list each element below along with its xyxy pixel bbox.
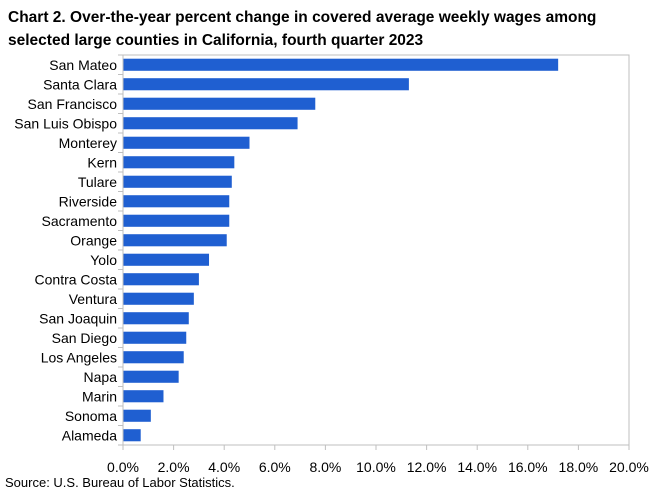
x-tick-label: 20.0% <box>609 459 649 475</box>
bar-yolo <box>123 253 210 266</box>
category-label: Santa Clara <box>43 76 117 92</box>
chart-title: Chart 2. Over-the-year percent change in… <box>8 9 597 49</box>
plot-area-border <box>122 54 630 446</box>
bar-san-francisco <box>123 97 316 110</box>
category-label: Monterey <box>59 135 117 151</box>
x-tick-label: 4.0% <box>208 459 240 475</box>
category-label: Riverside <box>59 193 118 209</box>
y-axis-ticks-group <box>118 54 123 446</box>
category-labels-group: San Mateo Santa Clara San Francisco San Lui… <box>14 57 117 444</box>
bar-san-diego <box>123 331 187 344</box>
bar-ventura <box>123 292 194 305</box>
bar-monterey <box>123 136 250 149</box>
category-label: San Diego <box>52 330 118 346</box>
category-label: Napa <box>84 369 118 385</box>
bar-napa <box>123 370 179 383</box>
category-label: Tulare <box>78 174 117 190</box>
category-label: Sonoma <box>65 408 117 424</box>
category-label: Los Angeles <box>41 349 117 365</box>
category-label: San Luis Obispo <box>14 115 117 131</box>
x-tick-label: 0.0% <box>107 459 139 475</box>
bar-sonoma <box>123 409 151 422</box>
x-tick-label: 2.0% <box>158 459 190 475</box>
category-label: Yolo <box>90 252 117 268</box>
category-label: Alameda <box>62 427 117 443</box>
bar-tulare <box>123 175 232 188</box>
x-tick-label: 12.0% <box>407 459 447 475</box>
x-tick-label: 16.0% <box>508 459 548 475</box>
category-label: Sacramento <box>42 213 118 229</box>
bar-kern <box>123 156 235 169</box>
category-label: Orange <box>70 232 117 248</box>
category-label: San Mateo <box>49 57 117 73</box>
bar-san-luis-obispo <box>123 117 298 130</box>
category-label: Contra Costa <box>35 271 118 287</box>
x-tick-label: 8.0% <box>309 459 341 475</box>
bars-group <box>123 58 559 442</box>
x-axis-ticks-group: 0.0% 2.0% 4.0% 6.0% 8.0% 10.0% 12.0% 14.0% 16.0%… <box>107 445 649 475</box>
x-tick-label: 18.0% <box>559 459 599 475</box>
bar-san-joaquin <box>123 312 189 325</box>
category-label: Kern <box>87 154 117 170</box>
bar-san-mateo <box>123 58 559 71</box>
bar-alameda <box>123 429 141 442</box>
category-label: Marin <box>82 388 117 404</box>
bar-orange <box>123 234 227 247</box>
x-tick-label: 14.0% <box>457 459 497 475</box>
x-tick-label: 10.0% <box>356 459 396 475</box>
bar-los-angeles <box>123 351 184 364</box>
category-label: Ventura <box>69 291 117 307</box>
category-label: San Francisco <box>28 96 118 112</box>
category-label: San Joaquin <box>39 310 117 326</box>
bar-contra-costa <box>123 273 199 286</box>
bar-sacramento <box>123 214 230 227</box>
bar-riverside <box>123 195 230 208</box>
x-tick-label: 6.0% <box>259 459 291 475</box>
source-note: Source: U.S. Bureau of Labor Statistics. <box>5 475 235 490</box>
bar-santa-clara <box>123 78 409 91</box>
bar-marin <box>123 390 164 403</box>
